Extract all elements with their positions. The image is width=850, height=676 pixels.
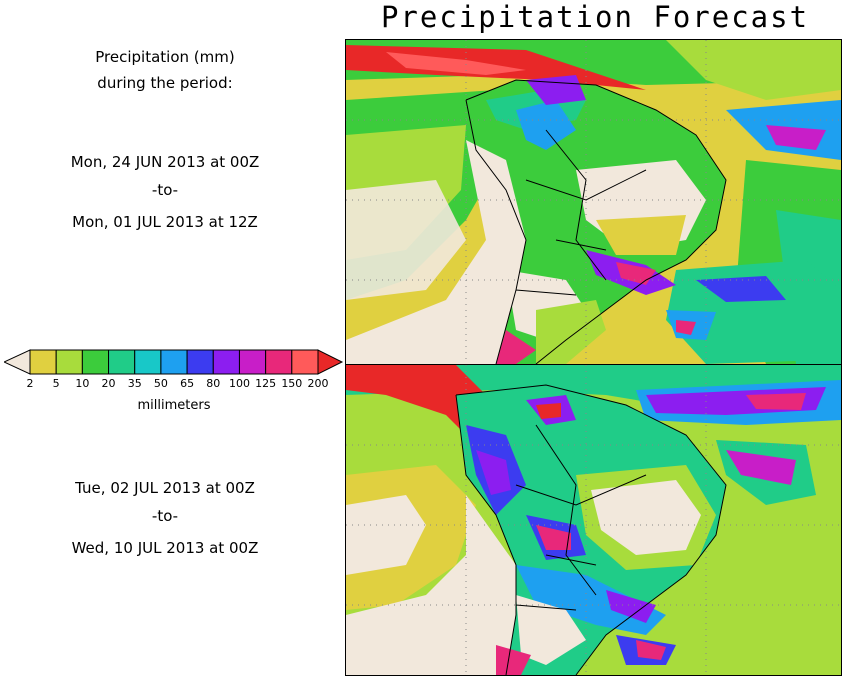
legend-swatch — [238, 349, 267, 375]
legend-tick-label: 50 — [153, 377, 168, 390]
precip-map-1 — [346, 40, 841, 364]
legend-tick-label: 2 — [26, 377, 34, 390]
legend-tick-label: 20 — [101, 377, 116, 390]
legend-unit: millimeters — [137, 398, 211, 413]
legend-tick-label: 10 — [75, 377, 90, 390]
period1-start: Mon, 24 JUN 2013 at 00Z — [70, 153, 260, 171]
legend-tick-label: 200 — [307, 377, 329, 390]
map-panel-period2 — [345, 364, 842, 676]
legend-arrow-high — [317, 349, 344, 375]
legend-swatch — [81, 349, 110, 375]
legend-swatch — [55, 349, 83, 375]
legend-tick-label: 150 — [281, 377, 303, 390]
legend-swatch — [134, 349, 162, 375]
precip-map-2 — [346, 365, 841, 675]
header-line-2: during the period: — [97, 74, 233, 92]
legend-swatch — [108, 349, 136, 375]
legend-tick-label: 35 — [127, 377, 142, 390]
color-legend: 2 5 10 20 35 50 65 80 100 125 150 200 millimeters — [2, 348, 344, 418]
legend-swatch — [265, 349, 293, 375]
page-title: Precipitation Forecast — [380, 0, 810, 34]
legend-colorbar — [2, 349, 344, 375]
legend-swatch — [291, 349, 319, 375]
map-panel-period1 — [345, 39, 842, 365]
period1-separator: -to- — [151, 181, 179, 199]
legend-swatch — [186, 349, 214, 375]
legend-tick-label: 125 — [255, 377, 277, 390]
legend-tick-label: 80 — [206, 377, 221, 390]
legend-tick-label: 100 — [228, 377, 250, 390]
header-line-1: Precipitation (mm) — [95, 48, 235, 66]
legend-tick-label: 5 — [52, 377, 60, 390]
legend-arrow-low — [2, 349, 31, 375]
period2-start: Tue, 02 JUL 2013 at 00Z — [75, 479, 255, 497]
period2-separator: -to- — [151, 507, 179, 525]
period1-end: Mon, 01 JUL 2013 at 12Z — [72, 213, 258, 231]
legend-swatch — [160, 349, 188, 375]
legend-swatch — [29, 349, 57, 375]
legend-tick-label: 65 — [180, 377, 195, 390]
period2-end: Wed, 10 JUL 2013 at 00Z — [71, 539, 259, 557]
legend-swatch — [212, 349, 240, 375]
